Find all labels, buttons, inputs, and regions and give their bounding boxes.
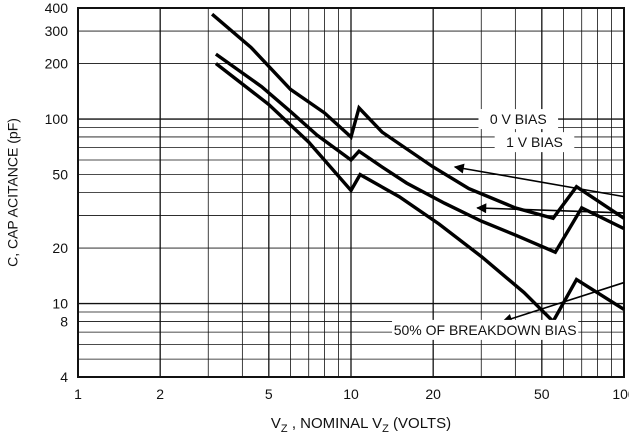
x-tick-labels: 1 2 5 10 20 50 100 (74, 386, 629, 402)
x-tick-label: 10 (343, 386, 359, 402)
y-tick-label: 8 (60, 313, 68, 329)
y-tick-label: 4 (60, 369, 68, 385)
annotation-box-1 (494, 132, 575, 153)
series-line-0: 0 V BIAS (210, 12, 625, 221)
plot-frame (77, 7, 625, 378)
y-tick-label: 50 (52, 167, 68, 183)
x-tick-label: 1 (74, 386, 82, 402)
x-label-mid: , NOMINAL V (288, 415, 382, 432)
y-tick-label: 300 (45, 23, 69, 39)
series-line-1: 1 V BIAS (214, 52, 625, 255)
x-axis-label: VZ , NOMINAL VZ (VOLTS) (271, 415, 451, 435)
y-tick-label: 10 (52, 296, 68, 312)
annotation-label-2: 50% OF BREAKDOWN BIAS (394, 322, 577, 338)
annotation-arrow-2 (501, 281, 625, 324)
annotation-label-1: 1 V BIAS (506, 134, 563, 150)
annotation-arrow-0 (453, 163, 625, 198)
x-tick-label: 20 (425, 386, 441, 402)
series-line-2: 50% OF BREAKDOWN BIAS (214, 62, 625, 325)
x-tick-label: 50 (534, 386, 550, 402)
x-label-tail: (VOLTS) (389, 415, 451, 432)
y-tick-label: 400 (45, 0, 69, 16)
y-axis-label: C, CAP ACITANCE (pF) (5, 118, 21, 267)
y-tick-label: 200 (45, 56, 69, 72)
y-tick-labels: 4 810 20 50 100 200 300 400 (45, 0, 69, 385)
x-tick-label: 100 (612, 386, 629, 402)
annotation-box-0 (478, 109, 559, 130)
x-label-sub2: Z (382, 423, 389, 435)
x-tick-label: 2 (156, 386, 164, 402)
annotations: 0 V BIAS 1 V BIAS 50% OF BREAKDOWN BIAS (392, 109, 625, 340)
x-tick-label: 5 (265, 386, 273, 402)
annotation-label-0: 0 V BIAS (490, 111, 547, 127)
y-tick-label: 100 (45, 111, 69, 127)
x-label-main: V (271, 415, 281, 432)
y-tick-label: 20 (52, 240, 68, 256)
annotation-arrow-1 (476, 203, 625, 214)
annotation-box-2 (392, 319, 579, 340)
x-label-sub1: Z (281, 423, 288, 435)
